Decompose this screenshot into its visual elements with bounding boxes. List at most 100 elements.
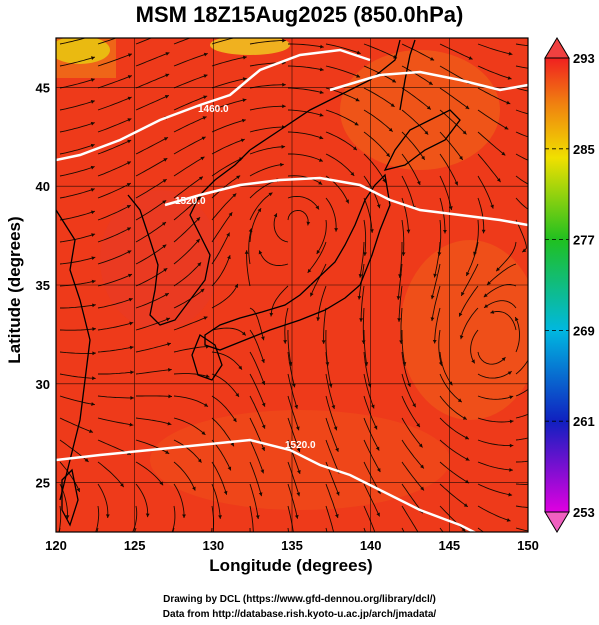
streamline — [211, 395, 237, 423]
streamline-arrow — [432, 339, 437, 344]
streamline — [401, 109, 429, 135]
wind-streamlines — [58, 38, 536, 532]
streamline-arrow — [89, 429, 93, 433]
streamline — [249, 39, 286, 45]
streamline — [477, 505, 511, 522]
korea-coast — [127, 149, 251, 326]
streamline — [316, 219, 327, 255]
streamline — [211, 193, 237, 221]
streamline — [97, 53, 133, 67]
streamline-arrow — [375, 446, 380, 451]
streamline-arrow — [490, 204, 494, 209]
streamline — [135, 342, 172, 353]
streamline — [477, 439, 514, 447]
streamline — [249, 439, 264, 474]
streamline — [439, 483, 469, 508]
streamline — [97, 461, 125, 488]
streamline-arrow — [268, 192, 273, 197]
streamline — [249, 146, 286, 155]
streamline-arrow — [515, 317, 519, 322]
streamline-arrow — [126, 183, 131, 187]
streamline-arrow — [203, 74, 208, 78]
streamline — [439, 439, 470, 461]
streamline-arrow — [421, 155, 425, 160]
streamline — [401, 461, 425, 491]
streamline — [59, 188, 95, 199]
streamline-arrow — [335, 514, 339, 518]
streamline-arrow — [282, 38, 286, 43]
streamline-arrow — [396, 296, 401, 300]
streamline — [439, 131, 464, 161]
streamline-arrow — [430, 317, 435, 322]
streamline-arrow — [91, 256, 96, 261]
streamline — [483, 284, 517, 298]
streamline-arrow — [357, 295, 362, 300]
streamline-arrow — [90, 165, 95, 170]
streamline-arrow — [318, 158, 323, 162]
streamline-arrow — [205, 374, 210, 378]
streamline-arrow — [359, 318, 364, 322]
streamline — [211, 212, 233, 243]
streamline-arrow — [261, 359, 265, 363]
streamline-arrow — [532, 344, 536, 348]
streamline-arrow — [202, 116, 207, 120]
streamline — [400, 307, 403, 345]
streamline — [287, 461, 300, 497]
streamline-arrow — [509, 467, 513, 472]
streamline — [439, 197, 446, 234]
streamline — [59, 417, 94, 433]
streamline-arrow — [255, 515, 260, 519]
streamline — [135, 73, 170, 89]
streamline — [59, 38, 87, 45]
streamline-arrow — [416, 423, 420, 428]
streamline — [135, 369, 172, 375]
streamline-arrow — [306, 221, 311, 226]
streamline — [60, 304, 96, 309]
streamline — [439, 109, 467, 135]
streamline-arrow — [333, 426, 338, 431]
streamline-arrow — [509, 395, 514, 400]
streamline-arrow — [76, 487, 81, 492]
streamline — [325, 351, 332, 388]
contour-northeast — [329, 70, 528, 92]
streamline-arrow — [418, 443, 423, 448]
streamline — [135, 244, 167, 265]
streamline — [59, 395, 95, 406]
streamline-arrow — [507, 371, 512, 375]
streamline-arrow — [120, 483, 124, 488]
streamline — [173, 116, 207, 133]
streamline — [173, 95, 208, 111]
streamline-arrow — [127, 75, 132, 79]
streamline — [132, 505, 138, 532]
streamline — [515, 43, 528, 47]
x-tick-label: 135 — [281, 538, 303, 553]
credit-drawing: Drawing by DCL (https://www.gfd-dennou.o… — [163, 594, 436, 605]
streamline — [59, 439, 89, 463]
streamline — [59, 78, 95, 89]
streamline-arrow — [462, 416, 467, 420]
streamline — [270, 285, 289, 317]
streamline-arrow — [430, 295, 435, 300]
streamline-arrow — [269, 312, 274, 317]
streamline-arrow — [165, 73, 170, 78]
streamline-arrow — [182, 514, 186, 518]
streamline — [287, 351, 296, 388]
streamline — [515, 413, 528, 419]
streamline — [135, 200, 167, 221]
x-tick-label: 145 — [438, 538, 460, 553]
streamline-arrow — [105, 514, 110, 518]
streamline — [477, 370, 512, 379]
streamline-arrow — [130, 395, 134, 400]
streamline-arrow — [84, 458, 89, 462]
streamline — [310, 263, 327, 297]
colorbar-label: 277 — [573, 233, 595, 248]
colorbar: 293 285 277 269 261 253 — [544, 37, 595, 533]
streamline — [211, 232, 230, 265]
streamline — [401, 351, 411, 388]
streamline-arrow — [238, 365, 243, 370]
streamline-arrow — [487, 281, 491, 285]
streamline — [486, 263, 517, 286]
streamline-arrow — [127, 96, 132, 101]
streamline — [477, 153, 501, 183]
streamline — [363, 109, 394, 133]
